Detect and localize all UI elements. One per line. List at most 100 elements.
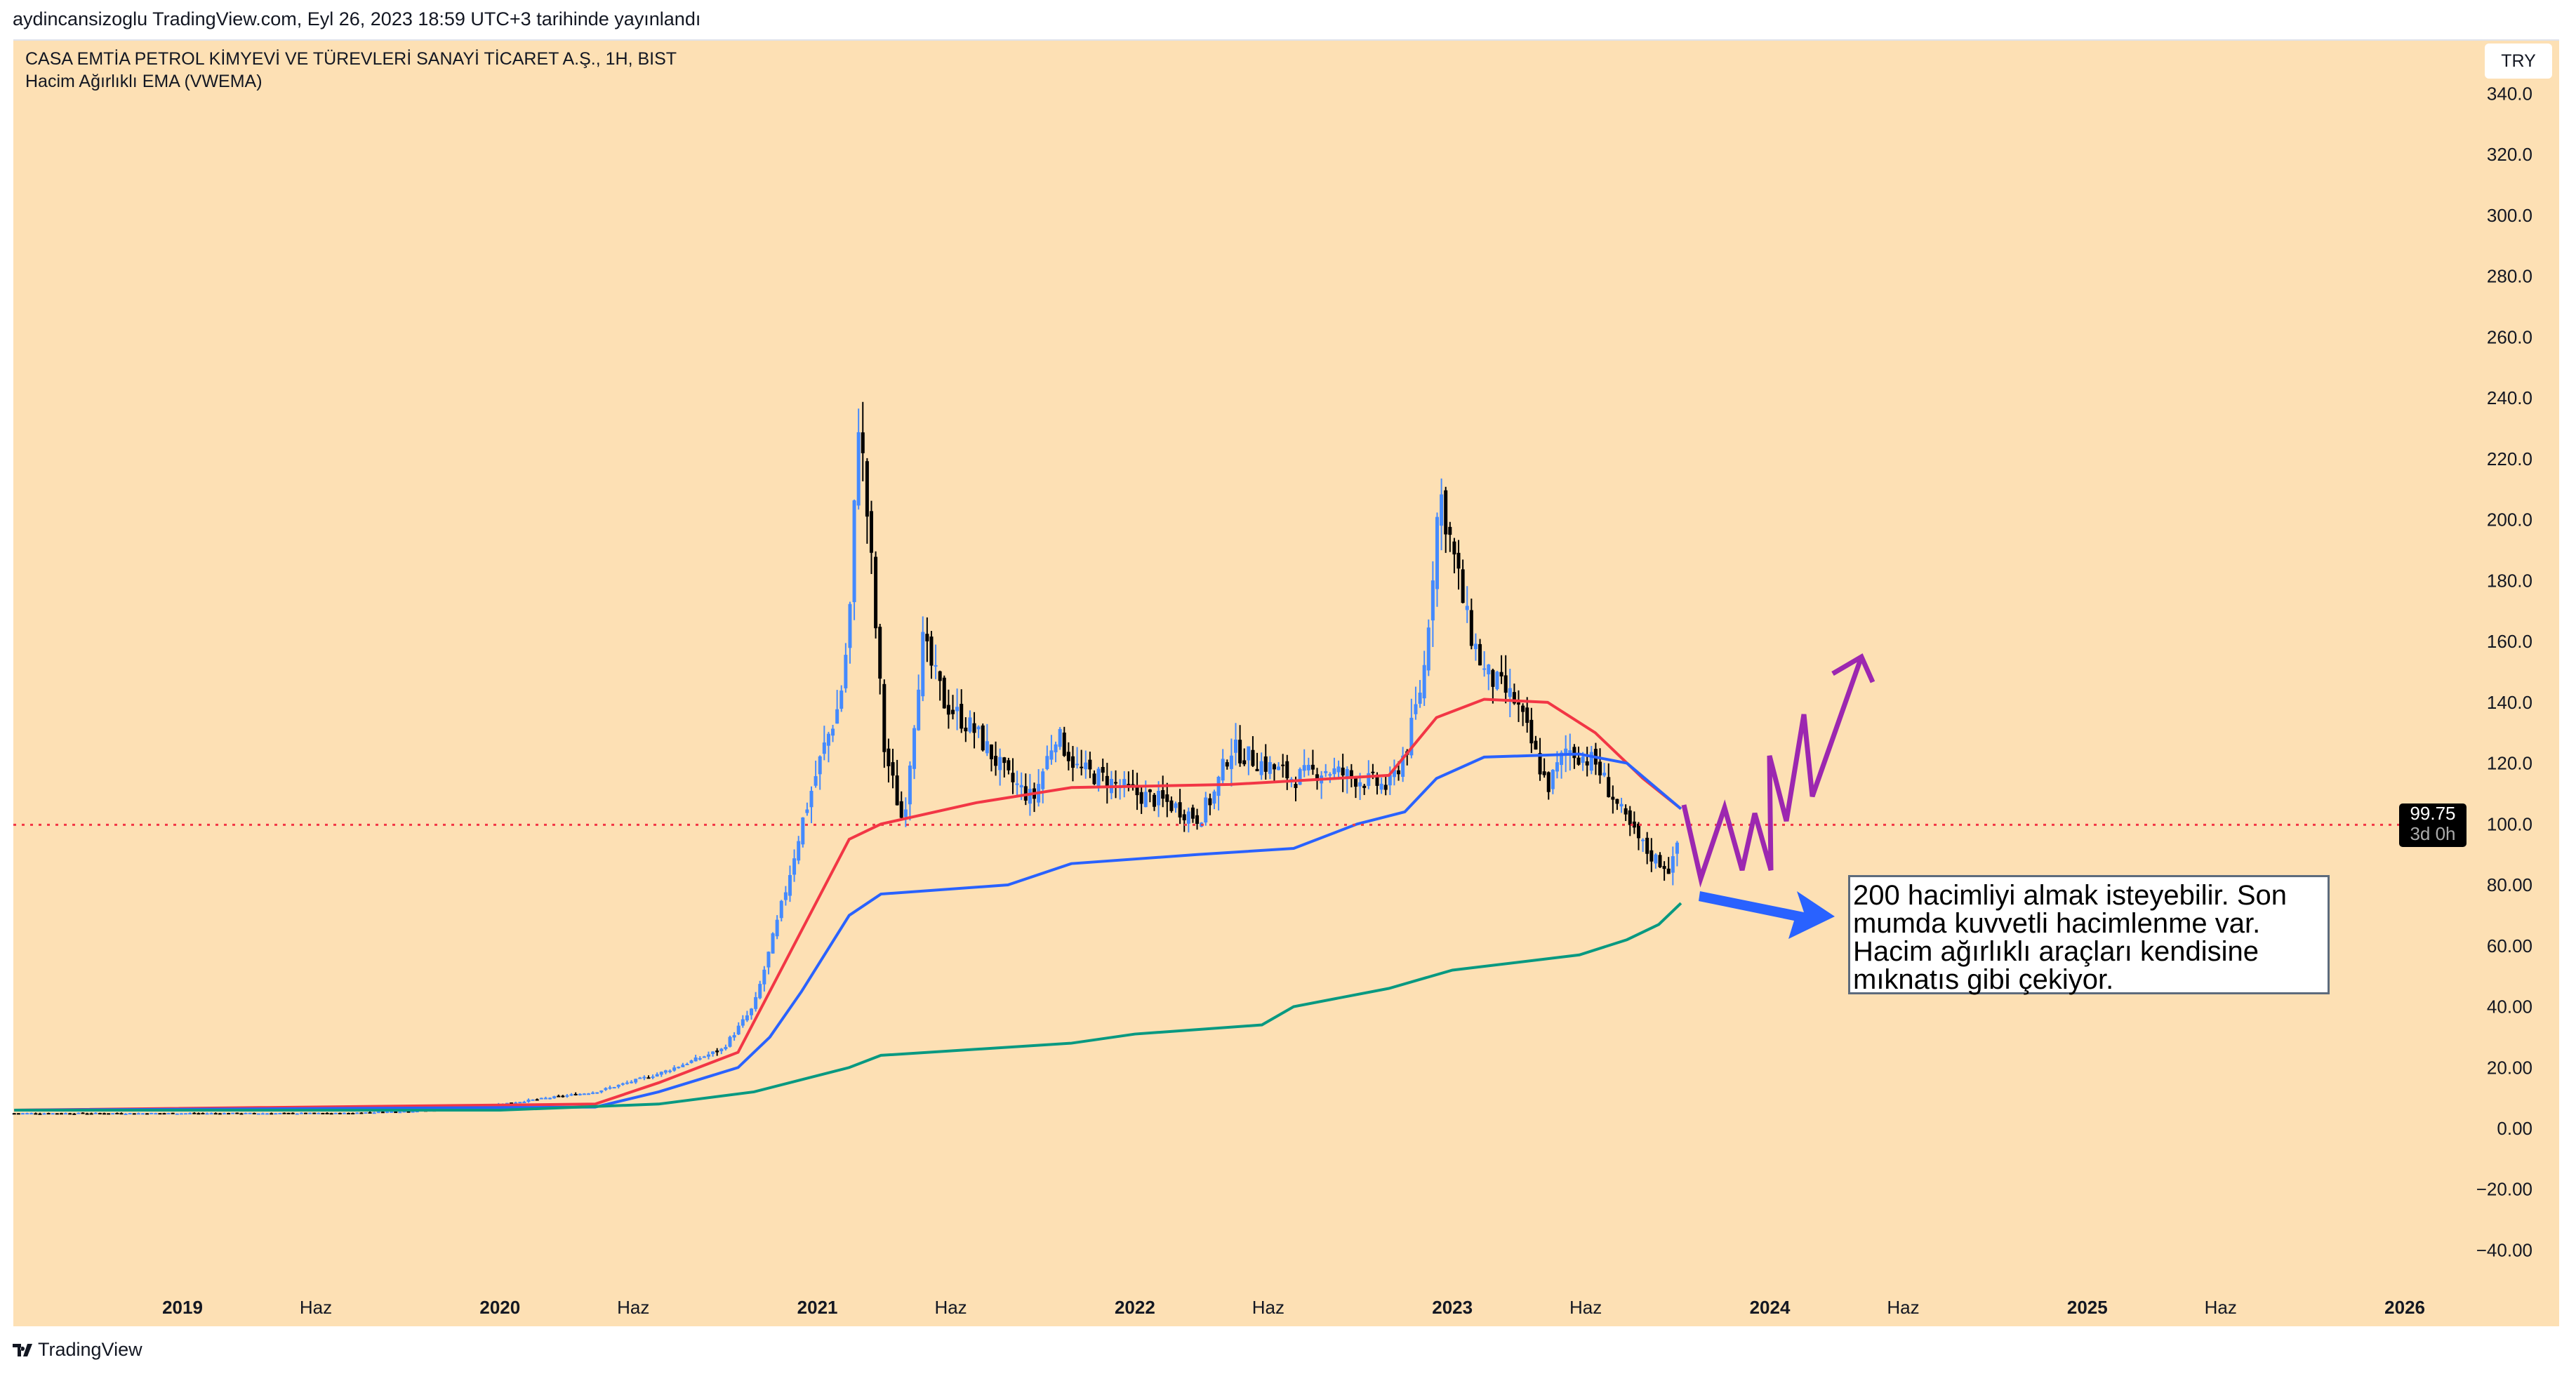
candle-body: [1178, 802, 1182, 818]
candle-body: [728, 1036, 732, 1047]
candle-body: [205, 1113, 209, 1115]
candle-body: [1649, 850, 1654, 862]
candle-body: [925, 634, 929, 641]
candle-body: [188, 1113, 192, 1115]
candle-body: [1294, 784, 1298, 788]
candle-body: [887, 748, 891, 766]
candle-body: [801, 817, 805, 845]
candle-body: [831, 728, 835, 736]
zigzag-drawing: [1681, 653, 1875, 888]
candle-body: [878, 627, 882, 679]
candle-body: [20, 1113, 25, 1115]
candle-body: [394, 1112, 398, 1114]
candle-body: [750, 1008, 754, 1015]
candle-body: [1576, 757, 1581, 765]
candle-body: [291, 1112, 295, 1114]
candle-body: [663, 1070, 668, 1073]
candle-body: [29, 1113, 34, 1115]
candle-body: [1367, 773, 1371, 786]
candle-body: [899, 801, 903, 818]
vwema-lines: [14, 698, 1682, 1112]
candle-body: [882, 683, 887, 752]
y-axis: 340.0 320.0 300.0 280.0 260.0 240.0 220.0 200.0…: [2476, 83, 2532, 1260]
candle-body: [535, 1099, 539, 1101]
candle-body: [1572, 747, 1576, 759]
candle-body: [329, 1113, 333, 1115]
candle-body: [1499, 672, 1503, 676]
candle-body: [406, 1111, 411, 1113]
candle-body: [972, 723, 976, 733]
x-tick-label: Haz: [2205, 1297, 2237, 1318]
candle-body: [1238, 740, 1242, 763]
candle-body: [638, 1077, 642, 1079]
candle-body: [390, 1111, 394, 1113]
candle-body: [342, 1112, 346, 1114]
candle-body: [51, 1113, 55, 1115]
candle-body: [869, 511, 873, 553]
candle-body: [1666, 868, 1671, 874]
candle-body: [398, 1112, 402, 1114]
candle-body: [1324, 771, 1328, 773]
candle-body: [1251, 749, 1255, 766]
annotation-note[interactable]: 200 hacimliyi almak isteyebilir. Son mum…: [1848, 875, 2330, 994]
candle-body: [64, 1113, 68, 1115]
candle-body: [1041, 771, 1045, 789]
candle-body: [1636, 823, 1640, 839]
candle-body: [912, 728, 917, 769]
candle-body: [1624, 808, 1628, 815]
candle-body: [1139, 792, 1143, 804]
candle-body: [93, 1112, 98, 1114]
candle-body: [81, 1112, 85, 1114]
candle-body: [994, 756, 998, 766]
candle-body: [145, 1113, 150, 1115]
candle-body: [792, 858, 797, 875]
candle-body: [260, 1113, 265, 1115]
chart-pane[interactable]: [13, 39, 2559, 1326]
x-tick-label: 2025: [2067, 1297, 2108, 1318]
candle-body: [526, 1100, 531, 1102]
candle-body: [1675, 842, 1679, 854]
candle-body: [1426, 627, 1430, 671]
candle-body: [1315, 774, 1320, 781]
candle-body: [715, 1050, 719, 1053]
candle-body: [625, 1082, 629, 1084]
x-axis: 2019 Haz 2020 Haz 2021 Haz 2022 Haz 2023 Haz 2024 H…: [162, 1297, 2425, 1318]
candle-body: [89, 1113, 93, 1115]
candle-body: [1585, 761, 1589, 766]
candle-body: [1066, 752, 1070, 761]
candle-body: [376, 1112, 380, 1114]
candle-body: [184, 1113, 188, 1115]
currency-button[interactable]: TRY: [2485, 44, 2552, 79]
candle-body: [1247, 746, 1251, 761]
tradingview-logo[interactable]: TradingView: [13, 1339, 142, 1361]
candle-body: [1452, 541, 1456, 555]
candle-body: [1182, 814, 1186, 820]
candle-body: [1255, 768, 1259, 772]
candle-body: [514, 1102, 518, 1105]
candle-body: [1174, 803, 1178, 808]
y-tick-label: 240.0: [2487, 387, 2532, 408]
candle-body: [1503, 675, 1508, 693]
candle-body: [128, 1113, 132, 1115]
candle-body: [119, 1113, 124, 1115]
candle-body: [1409, 717, 1414, 756]
candle-body: [12, 1113, 16, 1115]
candle-body: [1615, 799, 1619, 804]
candle-body: [582, 1093, 586, 1095]
candle-body: [797, 841, 801, 861]
last-price-label: 99.75 3d 0h: [2399, 803, 2467, 847]
candle-body: [642, 1076, 646, 1079]
candle-body: [218, 1113, 222, 1115]
candle-body: [248, 1112, 252, 1114]
candle-body: [651, 1076, 655, 1079]
candle-body: [1143, 792, 1148, 808]
candle-body: [1011, 773, 1015, 782]
candle-body: [231, 1112, 235, 1114]
candle-body: [77, 1112, 81, 1114]
indicator-title[interactable]: Hacim Ağırlıklı EMA (VWEMA): [25, 72, 263, 91]
candle-body: [809, 790, 814, 808]
candle-body: [852, 500, 856, 603]
logo-text: TradingView: [38, 1339, 142, 1360]
candle-body: [1152, 794, 1156, 807]
